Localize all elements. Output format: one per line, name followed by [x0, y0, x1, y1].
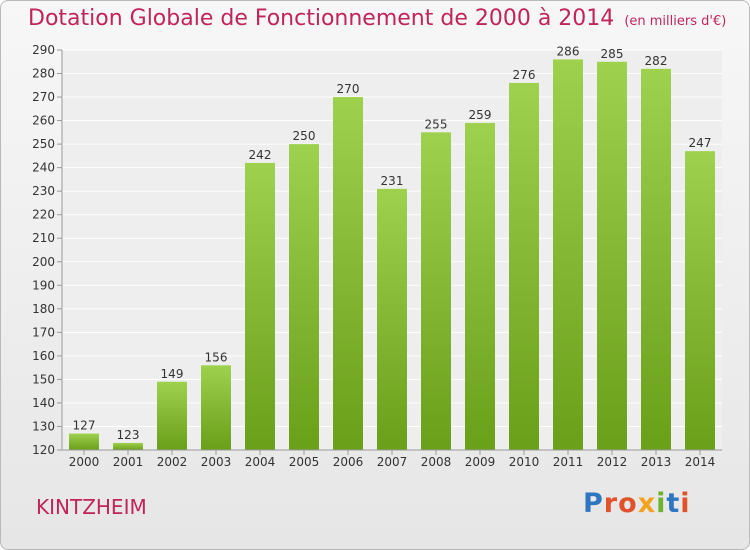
bar-2008 [421, 132, 451, 450]
logo-letter: t [666, 488, 681, 519]
x-tick-label: 2009 [465, 455, 496, 469]
bar-value-label: 286 [557, 44, 580, 58]
logo-letter: o [618, 488, 638, 519]
bar-value-label: 270 [337, 82, 360, 96]
y-tick-label: 150 [32, 372, 55, 386]
bar-2000 [69, 433, 99, 450]
y-tick-label: 270 [32, 90, 55, 104]
y-tick-label: 120 [32, 443, 55, 457]
y-tick-label: 260 [32, 114, 55, 128]
bar-2012 [597, 61, 627, 450]
bar-2004 [245, 162, 275, 451]
x-tick-label: 2010 [509, 455, 540, 469]
y-tick-label: 210 [32, 231, 55, 245]
bar-value-label: 255 [425, 117, 448, 131]
bar-2002 [157, 381, 187, 450]
y-tick-label: 130 [32, 419, 55, 433]
x-tick-label: 2002 [157, 455, 188, 469]
bar-value-label: 231 [381, 174, 404, 188]
bar-value-label: 250 [293, 129, 316, 143]
x-tick-label: 2001 [113, 455, 144, 469]
axes: 120 130 140 150 160 170 180 190 200 210 220 230 240 2… [32, 43, 722, 469]
chart-subtitle: (en milliers d'€) [624, 14, 727, 29]
logo-letter: x [637, 488, 657, 519]
x-tick-label: 2008 [421, 455, 452, 469]
x-tick-label: 2006 [333, 455, 364, 469]
x-tick-label: 2007 [377, 455, 408, 469]
y-tick-label: 140 [32, 396, 55, 410]
bar-2009 [465, 122, 495, 451]
bar-2010 [509, 82, 539, 451]
x-tick-label: 2012 [597, 455, 628, 469]
logo-letter: i [656, 488, 667, 519]
bar-value-label: 285 [601, 47, 624, 61]
bar-value-label: 247 [689, 136, 712, 150]
x-tick-label: 2011 [553, 455, 584, 469]
bar-value-label: 282 [645, 54, 668, 68]
x-tick-label: 2004 [245, 455, 276, 469]
bar-2007 [377, 188, 407, 450]
bars: 127 123 149 156 242 250 270 231 255 259 276 286 285 2… [69, 44, 715, 451]
y-tick-label: 160 [32, 349, 55, 363]
bar-2003 [201, 365, 231, 450]
bar-value-label: 123 [117, 428, 140, 442]
y-tick-label: 280 [32, 67, 55, 81]
x-tick-label: 2000 [69, 455, 100, 469]
y-tick-label: 180 [32, 302, 55, 316]
y-tick-label: 220 [32, 208, 55, 222]
x-tick-label: 2003 [201, 455, 232, 469]
commune-name: KINTZHEIM [36, 495, 147, 519]
bar-value-label: 127 [73, 419, 96, 433]
bar-2001 [113, 442, 143, 450]
bar-2006 [333, 97, 363, 450]
y-tick-label: 170 [32, 325, 55, 339]
bar-value-label: 276 [513, 68, 536, 82]
y-tick-label: 250 [32, 137, 55, 151]
proxiti-logo[interactable]: Proxiti [583, 488, 691, 519]
bar-2005 [289, 144, 319, 450]
y-tick-label: 230 [32, 184, 55, 198]
bar-value-label: 149 [161, 367, 184, 381]
y-tick-label: 240 [32, 161, 55, 175]
logo-letter: i [680, 488, 691, 519]
x-tick-label: 2014 [685, 455, 716, 469]
y-tick-label: 290 [32, 43, 55, 57]
logo-letter: r [603, 488, 619, 519]
chart-title-text: Dotation Globale de Fonctionnement de 20… [28, 6, 615, 31]
x-tick-label: 2013 [641, 455, 672, 469]
bar-value-label: 156 [205, 350, 228, 364]
bar-value-label: 242 [249, 148, 272, 162]
x-tick-label: 2005 [289, 455, 320, 469]
bar-2013 [641, 68, 671, 450]
chart-title: Dotation Globale de Fonctionnement de 20… [28, 6, 726, 31]
logo-letter: P [583, 488, 604, 519]
bar-2011 [553, 59, 583, 450]
y-tick-label: 190 [32, 278, 55, 292]
bar-2014 [685, 151, 715, 451]
y-tick-label: 200 [32, 255, 55, 269]
bar-value-label: 259 [469, 108, 492, 122]
